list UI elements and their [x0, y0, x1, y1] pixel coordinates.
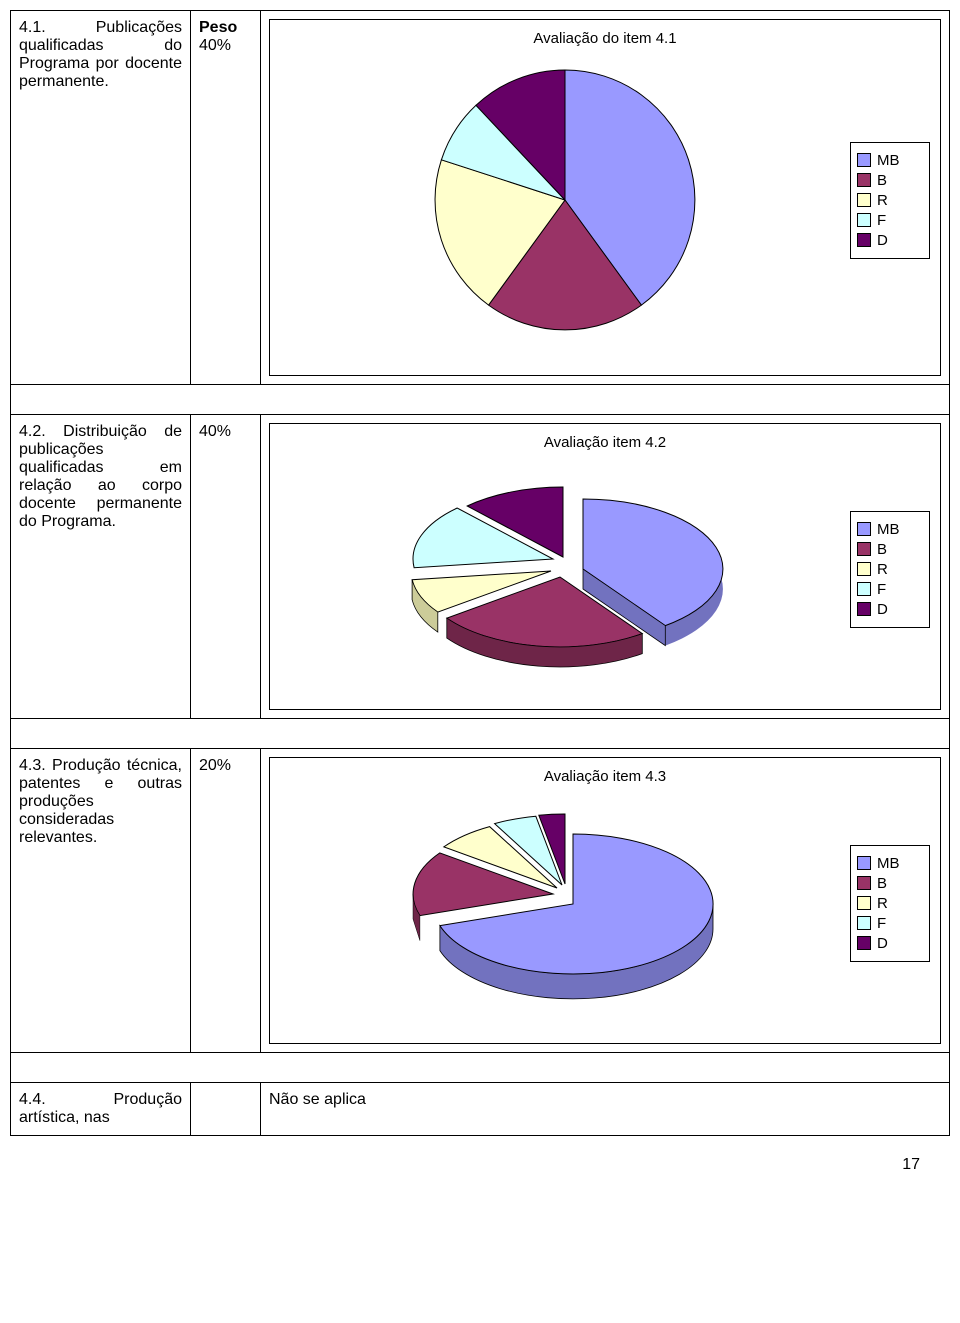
- page-number: 17: [10, 1156, 920, 1174]
- swatch-b: [857, 173, 871, 187]
- peso-cell-44: [191, 1083, 261, 1136]
- swatch-mb: [857, 153, 871, 167]
- swatch-d: [857, 233, 871, 247]
- chart-box-43: Avaliação item 4.3: [269, 757, 941, 1044]
- pie-43: [280, 793, 850, 1013]
- desc-cell-42: 4.2. Distribuição de publicações qualifi…: [11, 415, 191, 719]
- pie-41: [280, 55, 850, 345]
- legend-41: MB B R F D: [850, 142, 930, 259]
- table-row: 4.4. Produção artística, nas Não se apli…: [11, 1083, 950, 1136]
- swatch-r: [857, 562, 871, 576]
- table-row: 4.2. Distribuição de publicações qualifi…: [11, 415, 950, 719]
- pie-42: [280, 459, 850, 679]
- chart-cell-44: Não se aplica: [261, 1083, 950, 1136]
- legend-42: MB B R F D: [850, 511, 930, 628]
- chart-title-41: Avaliação do item 4.1: [280, 30, 930, 47]
- chart-title-42: Avaliação item 4.2: [280, 434, 930, 451]
- table-row: 4.3. Produção técnica, patentes e outras…: [11, 749, 950, 1053]
- peso-value-41: 40%: [199, 37, 231, 54]
- peso-cell-43: 20%: [191, 749, 261, 1053]
- chart-box-41: Avaliação do item 4.1: [269, 19, 941, 376]
- swatch-d: [857, 602, 871, 616]
- peso-header: Peso: [199, 19, 237, 36]
- evaluation-table: 4.1. Publicações qualificadas do Program…: [10, 10, 950, 1136]
- swatch-f: [857, 582, 871, 596]
- legend-43: MB B R F D: [850, 845, 930, 962]
- swatch-d: [857, 936, 871, 950]
- peso-cell-42: 40%: [191, 415, 261, 719]
- desc-cell-41: 4.1. Publicações qualificadas do Program…: [11, 11, 191, 385]
- swatch-f: [857, 213, 871, 227]
- chart-cell-42: Avaliação item 4.2: [261, 415, 950, 719]
- chart-cell-41: Avaliação do item 4.1: [261, 11, 950, 385]
- table-row: 4.1. Publicações qualificadas do Program…: [11, 11, 950, 385]
- chart-box-42: Avaliação item 4.2: [269, 423, 941, 710]
- chart-cell-43: Avaliação item 4.3: [261, 749, 950, 1053]
- swatch-f: [857, 916, 871, 930]
- chart-title-43: Avaliação item 4.3: [280, 768, 930, 785]
- peso-cell-41: Peso 40%: [191, 11, 261, 385]
- swatch-r: [857, 896, 871, 910]
- swatch-b: [857, 876, 871, 890]
- swatch-mb: [857, 522, 871, 536]
- swatch-mb: [857, 856, 871, 870]
- desc-cell-43: 4.3. Produção técnica, patentes e outras…: [11, 749, 191, 1053]
- swatch-r: [857, 193, 871, 207]
- desc-cell-44: 4.4. Produção artística, nas: [11, 1083, 191, 1136]
- swatch-b: [857, 542, 871, 556]
